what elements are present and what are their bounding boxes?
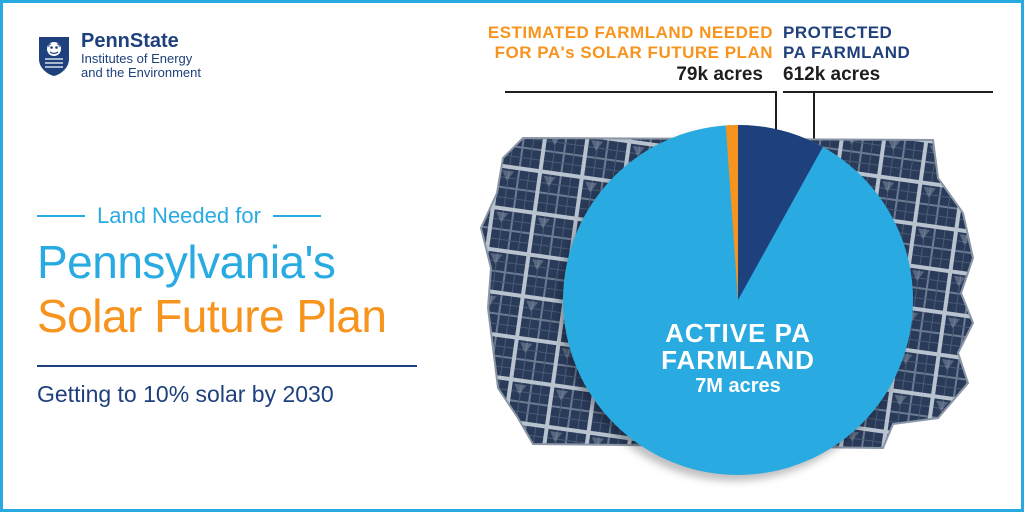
kicker-dash-left (37, 215, 85, 217)
title-line1: Pennsylvania's (37, 235, 437, 289)
headline-block: Land Needed for Pennsylvania's Solar Fut… (37, 203, 437, 408)
pie-center-line1: ACTIVE PA (661, 320, 815, 347)
pie-center-line2: FARMLAND (661, 347, 815, 374)
org-logo-text: PennState Institutes of Energy and the E… (81, 31, 201, 81)
callout-row: ESTIMATED FARMLAND NEEDED FOR PA's SOLAR… (443, 23, 1003, 86)
kicker-dash-right (273, 215, 321, 217)
headline-rule (37, 365, 417, 367)
pie-chart: ACTIVE PA FARMLAND 7M acres (563, 125, 913, 475)
subtitle: Getting to 10% solar by 2030 (37, 381, 437, 408)
kicker-text: Land Needed for (85, 203, 273, 229)
shield-icon (37, 35, 71, 77)
pie-center-line3: 7M acres (661, 375, 815, 398)
org-logo: PennState Institutes of Energy and the E… (37, 31, 201, 81)
leader-line (505, 91, 775, 93)
callout-protected: PROTECTED PA FARMLAND 612k acres (773, 23, 993, 86)
callout-protected-value: 612k acres (783, 64, 993, 86)
pie-center-label: ACTIVE PA FARMLAND 7M acres (661, 320, 815, 398)
callout-estimated-title1: ESTIMATED FARMLAND NEEDED (443, 23, 773, 43)
title-line2: Solar Future Plan (37, 289, 437, 343)
org-name: PennState (81, 31, 201, 52)
callout-estimated-value: 79k acres (443, 64, 773, 86)
callout-protected-title2: PA FARMLAND (783, 43, 993, 63)
org-dept-line2: and the Environment (81, 66, 201, 80)
kicker-row: Land Needed for (37, 203, 437, 229)
chart-area: ESTIMATED FARMLAND NEEDED FOR PA's SOLAR… (443, 23, 1003, 493)
callout-protected-title1: PROTECTED (783, 23, 993, 43)
callout-estimated-title2: FOR PA's SOLAR FUTURE PLAN (443, 43, 773, 63)
leader-line (783, 91, 993, 93)
org-dept-line1: Institutes of Energy (81, 52, 201, 66)
callout-estimated: ESTIMATED FARMLAND NEEDED FOR PA's SOLAR… (443, 23, 773, 86)
infographic-frame: PennState Institutes of Energy and the E… (0, 0, 1024, 512)
